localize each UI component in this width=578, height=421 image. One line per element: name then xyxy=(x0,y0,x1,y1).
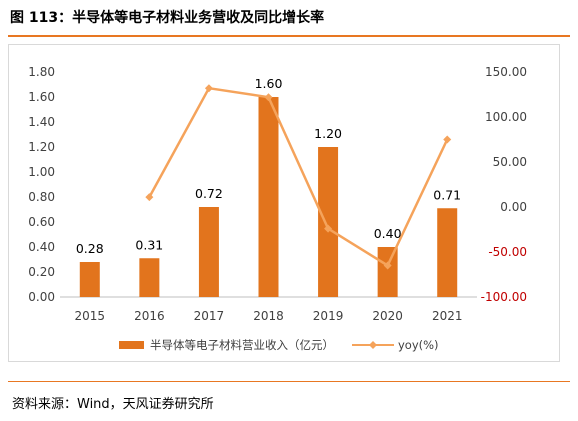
yoy-line-series xyxy=(145,84,452,270)
bar-data-label: 0.40 xyxy=(374,226,402,241)
left-axis-ticks: 0.00 0.20 0.40 0.60 0.80 1.00 1.20 1.40 1.60 1.80 xyxy=(28,65,55,304)
yoy-line xyxy=(148,86,449,267)
bar-data-labels: 0.28 0.31 0.72 1.60 1.20 0.40 0.71 xyxy=(76,76,461,256)
left-axis-tick-label: 0.40 xyxy=(28,240,55,254)
yoy-point xyxy=(383,261,392,270)
bar-2017 xyxy=(198,207,219,297)
x-axis-tick-label: 2015 xyxy=(75,309,106,323)
bar-2019 xyxy=(318,147,339,297)
left-axis-tick-label: 0.00 xyxy=(28,290,55,304)
left-axis-tick-label: 1.20 xyxy=(28,140,55,154)
legend-line-label: yoy(%) xyxy=(398,338,439,352)
yoy-point xyxy=(443,135,452,144)
figure-title: 图 113：半导体等电子材料业务营收及同比增长率 xyxy=(10,10,325,26)
left-axis-tick-label: 1.00 xyxy=(28,165,55,179)
x-axis-tick-labels: 2015 2016 2017 2018 2019 2020 2021 xyxy=(75,309,463,323)
bar-2015 xyxy=(79,262,100,297)
right-axis-tick-label: 0.00 xyxy=(500,200,527,214)
x-axis-tick-label: 2020 xyxy=(372,309,403,323)
legend-bar-label: 半导体等电子材料营业收入（亿元） xyxy=(150,338,334,352)
left-axis-tick-label: 1.40 xyxy=(28,115,55,129)
right-axis-tick-label: -100.00 xyxy=(481,290,527,304)
right-axis-tick-label: 50.00 xyxy=(493,155,527,169)
bar-2018 xyxy=(258,97,279,297)
left-axis-tick-label: 0.20 xyxy=(28,265,55,279)
legend: 半导体等电子材料营业收入（亿元） yoy(%) xyxy=(119,338,439,352)
bar-data-label: 0.28 xyxy=(76,241,104,256)
x-axis-tick-label: 2021 xyxy=(432,309,463,323)
right-axis-tick-label: 150.00 xyxy=(485,65,527,79)
title-divider xyxy=(8,35,570,37)
source-note: 资料来源：Wind，天风证券研究所 xyxy=(12,397,214,412)
bar-data-label: 0.71 xyxy=(433,187,461,202)
bar-data-label: 1.20 xyxy=(314,126,342,141)
x-axis-tick-label: 2017 xyxy=(194,309,225,323)
bar-data-label: 1.60 xyxy=(255,76,283,91)
left-axis-tick-label: 1.60 xyxy=(28,90,55,104)
bar-data-label: 0.31 xyxy=(135,237,163,252)
right-axis-tick-label: 100.00 xyxy=(485,110,527,124)
legend-diamond-icon xyxy=(369,341,377,349)
left-axis-tick-label: 0.60 xyxy=(28,215,55,229)
legend-bar-swatch xyxy=(119,341,144,349)
bar-data-label: 0.72 xyxy=(195,186,223,201)
bar-2021 xyxy=(437,208,458,297)
chart-frame xyxy=(8,44,560,362)
yoy-point xyxy=(145,193,154,202)
right-axis-ticks: -100.00 -50.00 0.00 50.00 100.00 150.00 xyxy=(481,65,527,304)
left-axis-tick-label: 1.80 xyxy=(28,65,55,79)
bar-series xyxy=(79,97,458,297)
footer-divider xyxy=(8,381,570,382)
bar-2020 xyxy=(377,247,398,297)
yoy-point xyxy=(204,84,213,93)
left-axis-tick-label: 0.80 xyxy=(28,190,55,204)
yoy-point xyxy=(264,93,273,102)
x-axis-tick-label: 2018 xyxy=(253,309,284,323)
yoy-point xyxy=(324,224,333,233)
right-axis-tick-label: -50.00 xyxy=(488,245,527,259)
x-axis-tick-label: 2019 xyxy=(313,309,344,323)
bar-2016 xyxy=(139,258,160,297)
x-axis-tick-label: 2016 xyxy=(134,309,165,323)
